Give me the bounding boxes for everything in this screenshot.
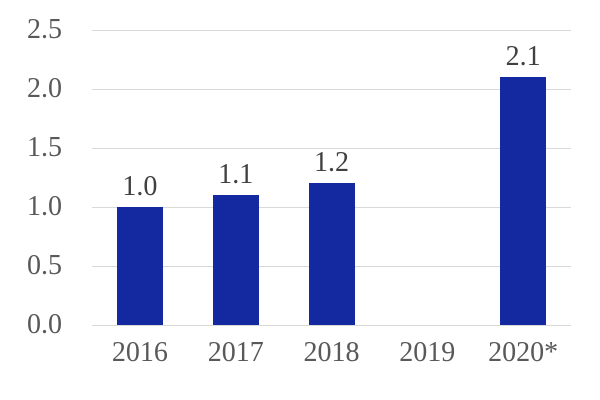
- plot-area: 1.0 1.1 1.2 2.1: [92, 29, 571, 326]
- gridline-0.0: [92, 324, 571, 326]
- bar-2020*: [500, 77, 547, 325]
- y-tick-label-0.0: 0.0: [27, 309, 62, 340]
- x-tick-label-2019: 2019: [399, 337, 456, 368]
- bar-value-label-2017: 1.1: [218, 159, 254, 191]
- x-tick-label-2016: 2016: [111, 337, 168, 368]
- x-tick-label-2018: 2018: [303, 337, 360, 368]
- bar-value-label-2016: 1.0: [122, 171, 158, 202]
- x-tick-label-2017: 2017: [207, 337, 264, 368]
- bar-2018: [308, 183, 355, 325]
- y-tick-label-0.5: 0.5: [27, 250, 62, 281]
- bar-2017: [212, 195, 259, 325]
- y-tick-label-1.5: 1.5: [27, 132, 62, 163]
- gridline-2.5: [92, 29, 571, 31]
- y-tick-label-2.0: 2.0: [27, 73, 62, 104]
- gridline-1.5: [92, 147, 571, 149]
- gridline-2.0: [92, 88, 571, 90]
- bar-value-label-2018: 1.2: [313, 147, 349, 179]
- bar-2016: [116, 207, 163, 325]
- bar-value-label-2020*: 2.1: [505, 41, 541, 73]
- x-tick-label-2020*: 2020*: [488, 337, 559, 368]
- y-tick-label-2.5: 2.5: [27, 14, 62, 45]
- y-tick-label-1.0: 1.0: [27, 191, 62, 222]
